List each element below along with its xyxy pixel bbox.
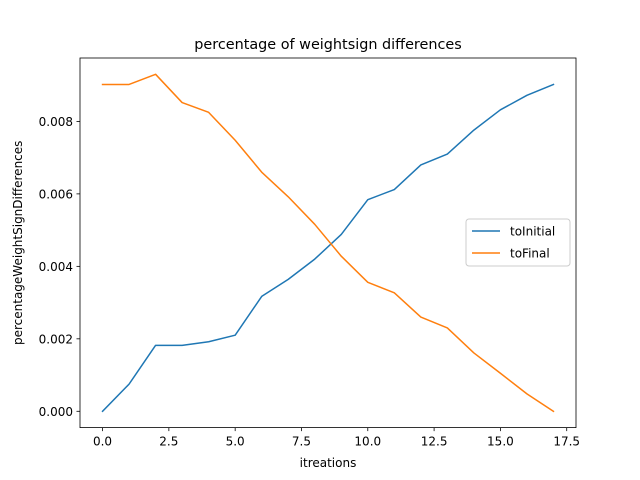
y-axis-ticks: 0.000 0.002 0.004 0.006 0.008 [39, 115, 80, 419]
y-tick-label: 0.006 [39, 187, 73, 201]
series-line-tofinal [101, 73, 555, 413]
x-axis-ticks: 0.0 2.5 5.0 7.5 10.0 12.5 15.0 17.5 [93, 427, 580, 449]
legend-label-toinitial: toInitial [510, 225, 555, 239]
x-tick-label: 0.0 [93, 435, 112, 449]
x-tick-label: 17.5 [553, 435, 580, 449]
x-tick-label: 2.5 [159, 435, 178, 449]
plot-frame [79, 57, 577, 429]
y-axis-label: percentageWeightSignDifferences [11, 141, 25, 345]
x-axis-label: itreations [300, 456, 357, 470]
y-tick-label: 0.000 [39, 405, 73, 419]
y-tick-label: 0.008 [39, 115, 73, 129]
legend: toInitial toFinal [465, 218, 571, 267]
x-tick-label: 7.5 [292, 435, 311, 449]
x-tick-label: 5.0 [226, 435, 245, 449]
x-tick-label: 15.0 [487, 435, 514, 449]
y-tick-label: 0.002 [39, 332, 73, 346]
y-tick-label: 0.004 [39, 260, 73, 274]
x-tick-label: 12.5 [421, 435, 448, 449]
plot-lines [101, 73, 555, 413]
x-tick-label: 10.0 [354, 435, 381, 449]
series-line-toinitial [101, 83, 555, 413]
chart-title: percentage of weightsign differences [194, 37, 462, 53]
legend-label-tofinal: toFinal [510, 247, 550, 261]
